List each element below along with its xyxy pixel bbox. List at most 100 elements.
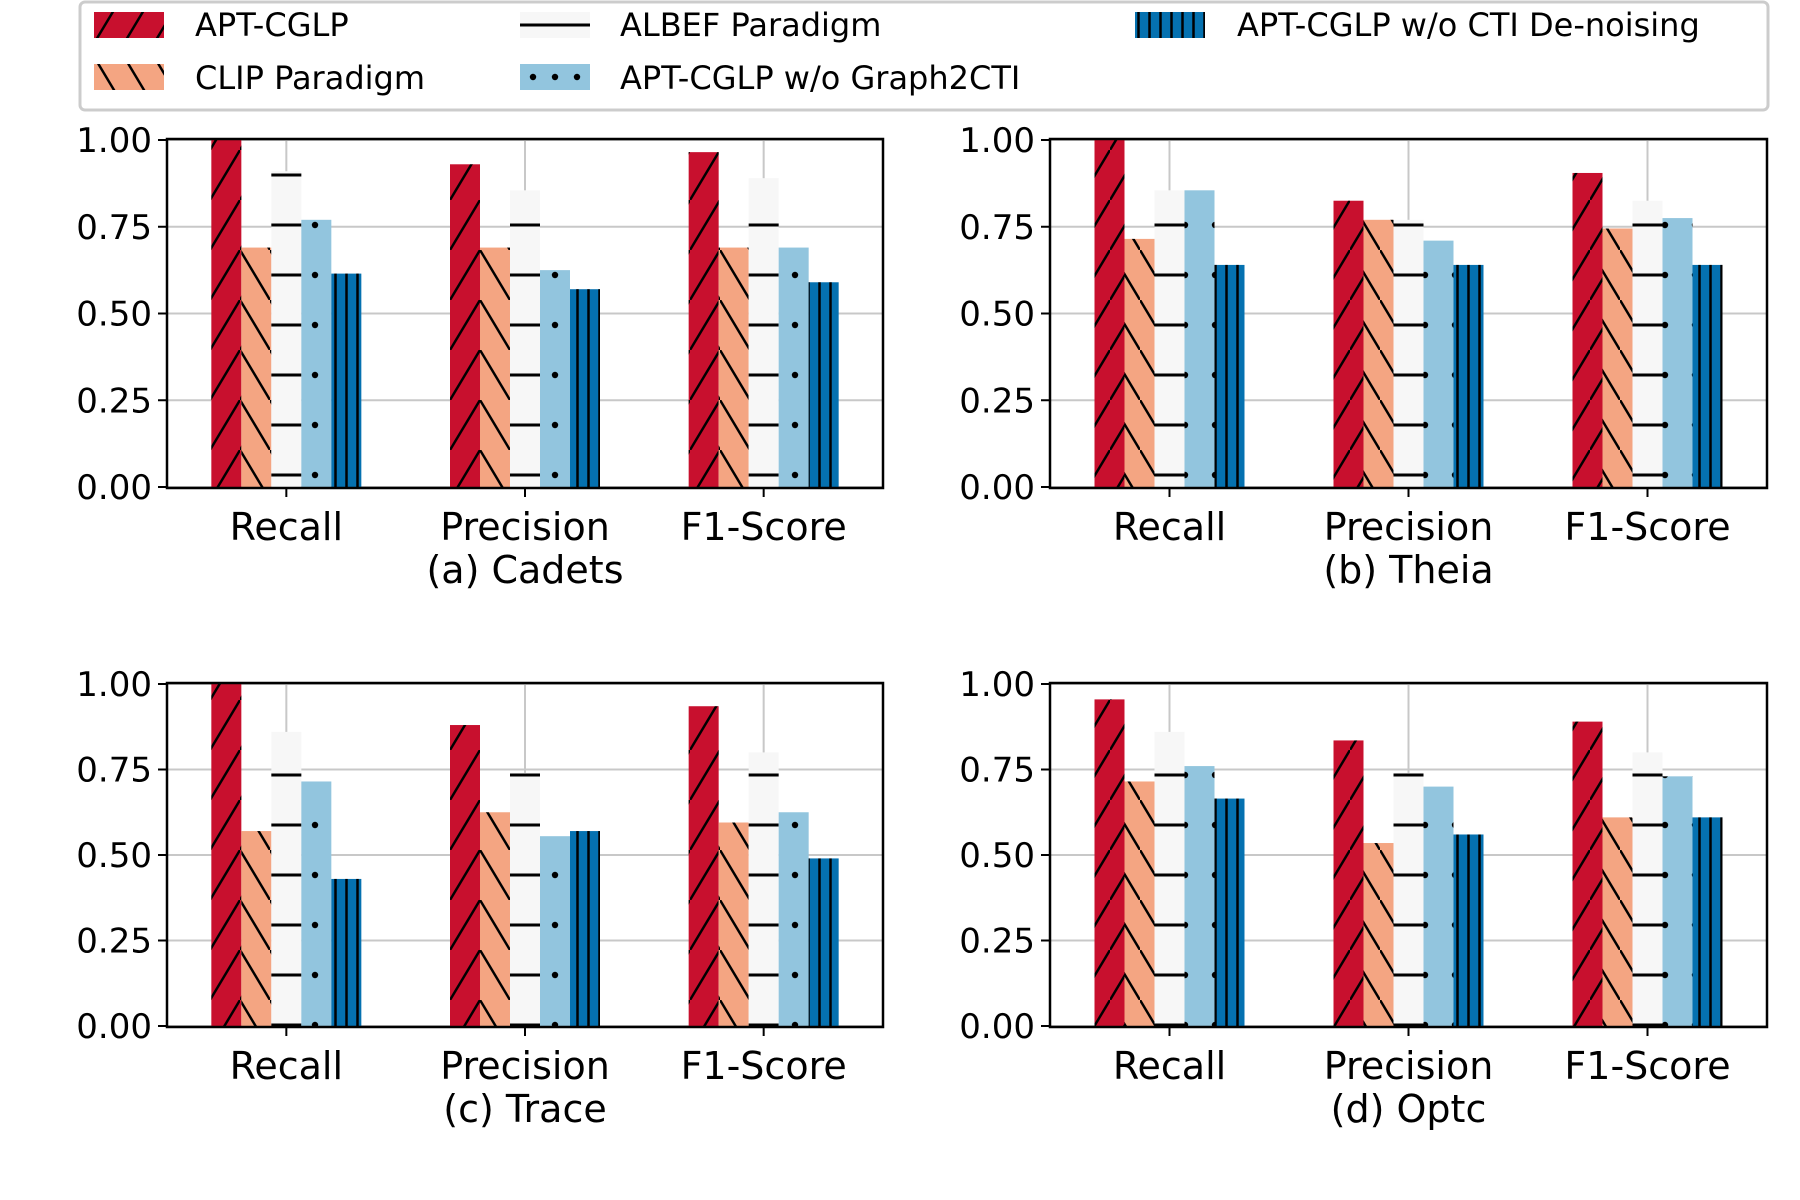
panel-cadets: 0.00 0.25 0.50 0.75 1.00 Recall Precision F1-Sc… <box>76 121 885 592</box>
x-tick-label: F1-Score <box>681 505 847 549</box>
bar-hatch-albef <box>271 171 302 489</box>
y-tick-label: 0.75 <box>76 751 152 791</box>
x-tick-label: F1-Score <box>1564 505 1730 549</box>
bar-hatch-wo-denoise <box>808 282 839 488</box>
bar-hatch-wo-denoise <box>1692 264 1723 488</box>
bar-hatch-wo-denoise <box>1214 264 1245 488</box>
y-tick-label: 0.75 <box>959 751 1035 791</box>
bar-hatch-wo-denoise <box>331 273 362 488</box>
y-tick-label: 0.25 <box>959 381 1035 421</box>
bar-hatch-wo-denoise <box>570 289 600 488</box>
x-tick-label: F1-Score <box>681 1044 847 1088</box>
y-tick-label: 1.00 <box>959 665 1035 705</box>
bar-hatch-wo-graph2cti <box>540 270 570 488</box>
panel-trace: 0.00 0.25 0.50 0.75 1.00 Recall Precision F1-Sc… <box>76 665 885 1131</box>
bar-hatch-clip <box>718 822 749 1027</box>
bar-hatch-apt-cglp <box>1333 200 1364 488</box>
bar-hatch-apt-cglp <box>688 152 719 488</box>
bar-hatch-wo-graph2cti <box>778 247 809 488</box>
y-tick-label: 0.50 <box>76 836 152 876</box>
x-tick-label: Recall <box>1113 505 1226 549</box>
bar-hatch-apt-cglp <box>1094 140 1125 488</box>
bar-hatch-wo-graph2cti <box>301 219 332 488</box>
y-tick-label: 0.00 <box>959 468 1035 508</box>
legend-item-wo-graph2cti: APT-CGLP w/o Graph2CTI <box>520 59 1020 97</box>
x-tick-label: Precision <box>440 1044 610 1088</box>
bar-hatch-apt-cglp <box>688 706 719 1027</box>
legend-label-apt-cglp: APT-CGLP <box>195 6 349 44</box>
legend-swatch-dots-wo-graph2cti <box>529 73 581 81</box>
bar-hatch-wo-denoise <box>570 831 600 1027</box>
bar-hatch-clip <box>718 247 749 488</box>
bar-hatch-albef <box>748 178 779 489</box>
subplot-title: (c) Trace <box>443 1087 606 1131</box>
bar-hatch-wo-denoise <box>331 878 362 1027</box>
bar-hatch-wo-graph2cti <box>1184 766 1215 1027</box>
legend: APT-CGLP CLIP Paradigm ALBEF Paradigm AP… <box>78 0 1770 112</box>
bar-hatch-wo-denoise <box>1692 817 1723 1027</box>
bar-hatch-albef <box>1632 752 1663 1027</box>
legend-item-wo-denoise: APT-CGLP w/o CTI De-noising <box>1135 6 1700 44</box>
bar-hatch-clip <box>1124 238 1155 488</box>
x-tick-label: Recall <box>1113 1044 1226 1088</box>
bar-hatch-wo-denoise <box>808 858 839 1027</box>
legend-swatch-hatch-wo-denoise <box>1135 12 1205 38</box>
x-tick-label: Precision <box>1324 1044 1494 1088</box>
bar-hatch-apt-cglp <box>1572 172 1603 488</box>
y-tick-label: 0.75 <box>76 208 152 248</box>
bar-hatch-wo-graph2cti <box>1662 776 1693 1027</box>
bar-hatch-wo-graph2cti <box>1423 786 1454 1027</box>
bar-hatch-clip <box>1124 781 1155 1027</box>
bar-hatch-apt-cglp <box>450 164 480 489</box>
y-tick-label: 0.50 <box>959 836 1035 876</box>
y-tick-label: 0.50 <box>959 295 1035 335</box>
subplot-title: (d) Optc <box>1331 1087 1487 1131</box>
bar-hatch-clip <box>241 831 272 1027</box>
y-tick-label: 0.25 <box>76 922 152 962</box>
legend-item-albef: ALBEF Paradigm <box>520 6 881 44</box>
y-tick-label: 1.00 <box>76 121 152 161</box>
y-tick-label: 0.25 <box>76 381 152 421</box>
bar-hatch-clip <box>1602 817 1633 1027</box>
bar-hatch-albef <box>510 772 540 1027</box>
bar-hatch-wo-denoise <box>1453 834 1484 1027</box>
bar-hatch-apt-cglp <box>211 140 242 488</box>
bar-hatch-albef <box>1154 731 1185 1027</box>
x-tick-label: Recall <box>230 505 343 549</box>
bar-hatch-clip <box>480 812 510 1027</box>
y-tick-label: 0.00 <box>76 468 152 508</box>
x-tick-label: Precision <box>1324 505 1494 549</box>
bar-hatch-wo-graph2cti <box>1662 218 1693 488</box>
y-tick-label: 0.25 <box>959 922 1035 962</box>
panel-theia: 0.00 0.25 0.50 0.75 1.00 Recall Precision F1-Sc… <box>959 121 1769 592</box>
bar-hatch-wo-denoise <box>1453 264 1484 488</box>
subplot-title: (a) Cadets <box>426 548 623 592</box>
bar-hatch-clip <box>1363 219 1394 488</box>
legend-item-apt-cglp: APT-CGLP <box>94 6 349 44</box>
y-tick-label: 0.50 <box>76 295 152 335</box>
bar-hatch-albef <box>1154 190 1185 488</box>
panel-optc: 0.00 0.25 0.50 0.75 1.00 Recall Precision F1-Sc… <box>959 665 1769 1131</box>
x-tick-label: Recall <box>230 1044 343 1088</box>
bar-hatch-apt-cglp <box>1572 721 1603 1027</box>
bar-hatch-clip <box>480 247 510 488</box>
bar-hatch-albef <box>271 731 302 1027</box>
legend-item-clip: CLIP Paradigm <box>94 59 425 97</box>
bar-hatch-apt-cglp <box>450 725 480 1027</box>
bar-hatch-wo-graph2cti <box>778 812 809 1027</box>
legend-label-albef: ALBEF Paradigm <box>620 6 881 44</box>
legend-label-wo-graph2cti: APT-CGLP w/o Graph2CTI <box>620 59 1020 97</box>
bar-hatch-wo-denoise <box>1214 798 1245 1027</box>
legend-swatch-hatch-clip <box>94 64 164 90</box>
bar-hatch-apt-cglp <box>211 684 242 1027</box>
bar-hatch-albef <box>1393 772 1424 1027</box>
bar-hatch-albef <box>748 752 779 1027</box>
y-tick-label: 0.00 <box>959 1007 1035 1047</box>
x-tick-label: F1-Score <box>1564 1044 1730 1088</box>
y-tick-label: 0.75 <box>959 208 1035 248</box>
bar-hatch-clip <box>1602 228 1633 489</box>
bar-hatch-wo-graph2cti <box>1184 190 1215 488</box>
bar-hatch-apt-cglp <box>1094 699 1125 1027</box>
subplot-title: (b) Theia <box>1323 548 1493 592</box>
